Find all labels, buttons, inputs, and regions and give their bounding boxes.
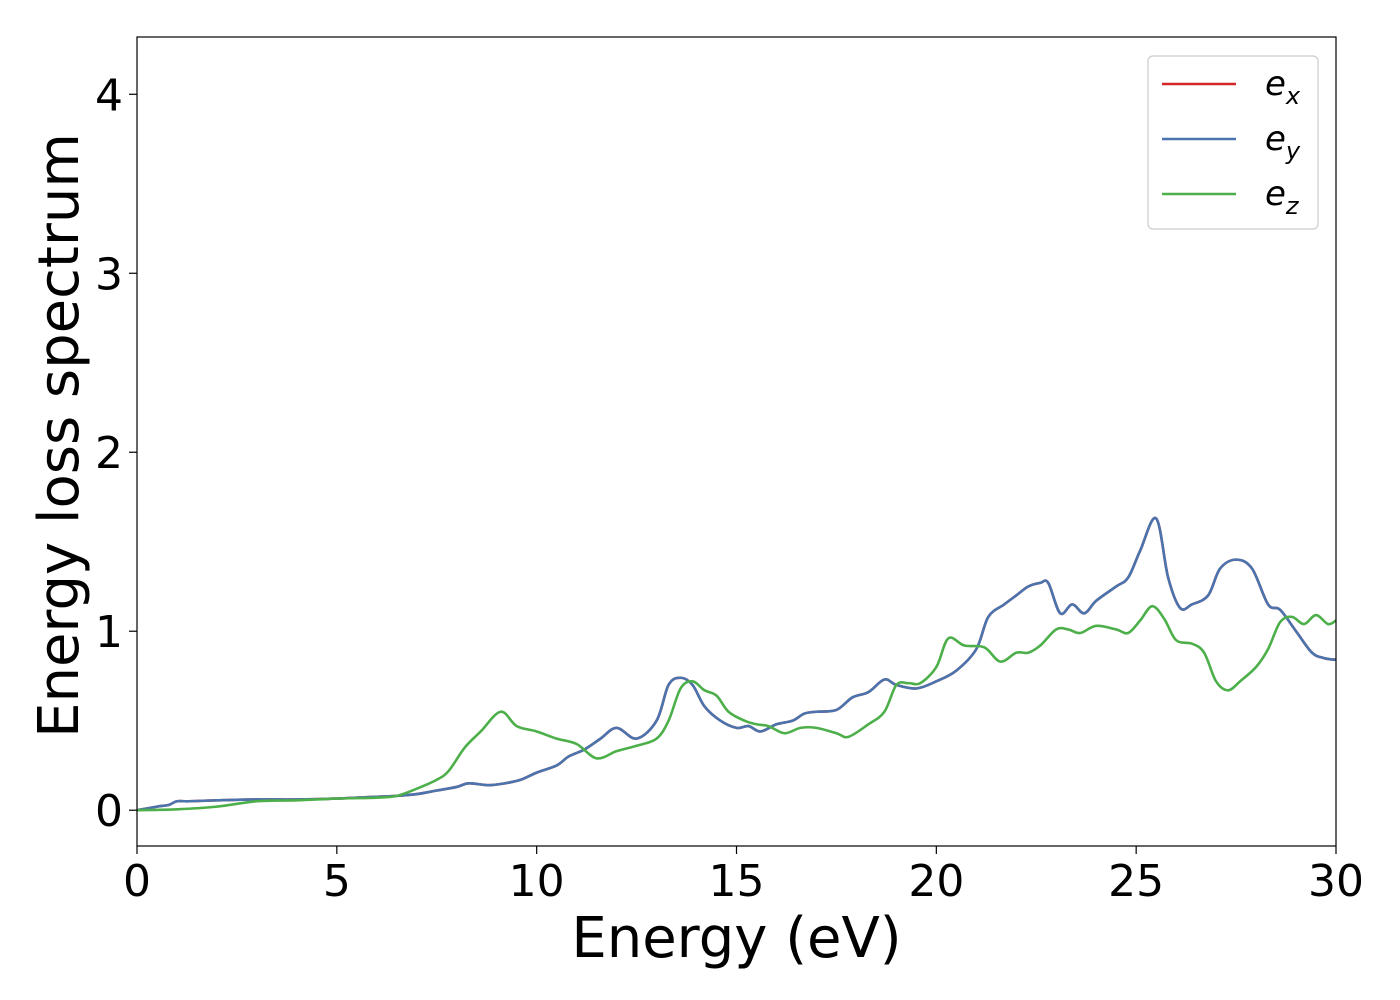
x-tick-label: 5 (323, 856, 351, 907)
legend-label-ez: ez (1265, 174, 1300, 220)
legend-label-subscript: z (1285, 192, 1300, 220)
x-tick-label: 20 (908, 856, 964, 907)
y-tick-label: 0 (95, 786, 123, 837)
legend-label-subscript: x (1285, 82, 1301, 110)
series-line-ex (137, 516, 1336, 812)
y-tick-label: 2 (95, 428, 123, 479)
x-axis-ticks: 0 5 10 15 20 25 30 (123, 846, 1364, 907)
y-tick-label: 4 (95, 70, 123, 121)
series-line-ez (137, 604, 1336, 812)
x-tick-label: 0 (123, 856, 151, 907)
legend-label-base: e (1265, 119, 1286, 159)
legend-label-ex: ex (1265, 64, 1301, 110)
x-tick-label: 25 (1108, 856, 1164, 907)
x-axis-title: Energy (eV) (571, 906, 901, 971)
y-axis-ticks: 0 1 2 3 4 (95, 70, 137, 837)
series-layer (137, 516, 1336, 812)
legend-label-subscript: y (1285, 137, 1301, 165)
legend-label-base: e (1265, 64, 1286, 104)
y-axis-title: Energy loss spectrum (27, 133, 92, 738)
legend-box (1147, 55, 1319, 230)
series-line-ey (137, 516, 1336, 812)
y-tick-label: 3 (95, 249, 123, 300)
x-tick-label: 15 (709, 856, 765, 907)
legend-label-base: e (1265, 174, 1286, 214)
x-tick-label: 30 (1308, 856, 1364, 907)
legend-label-ey: ey (1265, 119, 1301, 165)
y-tick-label: 1 (95, 607, 123, 658)
x-tick-label: 10 (509, 856, 565, 907)
